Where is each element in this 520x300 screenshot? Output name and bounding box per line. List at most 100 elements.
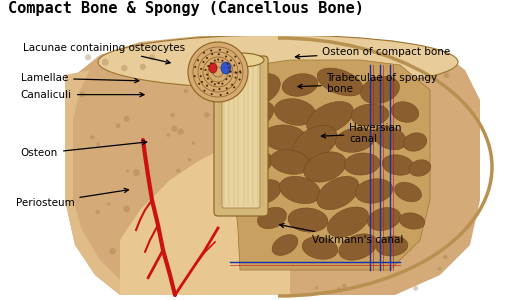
- Circle shape: [102, 59, 109, 66]
- Ellipse shape: [335, 128, 375, 152]
- Circle shape: [222, 60, 224, 62]
- Circle shape: [222, 82, 224, 85]
- Circle shape: [116, 123, 121, 128]
- Circle shape: [110, 248, 116, 254]
- Polygon shape: [120, 145, 290, 295]
- Ellipse shape: [293, 125, 337, 161]
- Text: Trabeculae of spongy
bone: Trabeculae of spongy bone: [298, 73, 438, 94]
- Ellipse shape: [238, 128, 272, 152]
- Text: Lacunae containing osteocytes: Lacunae containing osteocytes: [23, 43, 186, 64]
- Circle shape: [230, 71, 232, 73]
- Polygon shape: [65, 36, 480, 295]
- Circle shape: [218, 53, 220, 55]
- Circle shape: [211, 53, 213, 55]
- Ellipse shape: [98, 35, 458, 89]
- Circle shape: [166, 133, 170, 137]
- Circle shape: [225, 56, 227, 58]
- Circle shape: [95, 210, 100, 214]
- Circle shape: [240, 71, 242, 74]
- Circle shape: [233, 86, 235, 88]
- Ellipse shape: [399, 213, 425, 229]
- FancyBboxPatch shape: [214, 56, 268, 216]
- Ellipse shape: [218, 53, 264, 67]
- Ellipse shape: [382, 155, 414, 175]
- Circle shape: [274, 276, 278, 280]
- Circle shape: [226, 51, 228, 53]
- Circle shape: [203, 90, 205, 92]
- Ellipse shape: [395, 182, 422, 202]
- Circle shape: [90, 135, 95, 140]
- Text: Osteon of compact bone: Osteon of compact bone: [295, 47, 451, 59]
- Ellipse shape: [376, 236, 408, 256]
- Ellipse shape: [344, 153, 380, 175]
- Circle shape: [149, 54, 155, 60]
- Circle shape: [203, 163, 209, 168]
- Circle shape: [193, 75, 196, 77]
- Circle shape: [202, 262, 206, 266]
- Circle shape: [239, 79, 241, 80]
- Circle shape: [198, 83, 200, 85]
- Ellipse shape: [391, 102, 419, 122]
- Circle shape: [231, 84, 233, 86]
- Circle shape: [214, 83, 216, 85]
- Circle shape: [204, 112, 210, 118]
- Ellipse shape: [307, 101, 354, 134]
- Ellipse shape: [221, 62, 231, 74]
- Circle shape: [218, 88, 220, 90]
- Ellipse shape: [367, 208, 401, 230]
- Circle shape: [444, 73, 449, 78]
- Circle shape: [207, 78, 209, 80]
- Ellipse shape: [246, 102, 274, 128]
- Circle shape: [184, 89, 188, 93]
- Ellipse shape: [302, 237, 338, 259]
- Circle shape: [218, 53, 225, 60]
- Circle shape: [438, 267, 441, 271]
- Circle shape: [171, 113, 175, 118]
- Circle shape: [197, 59, 199, 61]
- Circle shape: [171, 264, 178, 271]
- Circle shape: [150, 278, 155, 283]
- Ellipse shape: [270, 150, 310, 174]
- Ellipse shape: [339, 234, 377, 260]
- Circle shape: [140, 64, 146, 70]
- Polygon shape: [232, 60, 430, 270]
- Circle shape: [202, 61, 204, 63]
- Circle shape: [121, 65, 127, 71]
- Ellipse shape: [373, 126, 407, 150]
- Circle shape: [218, 82, 219, 84]
- Ellipse shape: [249, 180, 281, 204]
- Ellipse shape: [244, 153, 272, 177]
- Circle shape: [211, 93, 213, 95]
- Circle shape: [342, 284, 347, 289]
- Circle shape: [177, 128, 184, 135]
- Circle shape: [206, 57, 208, 59]
- Circle shape: [235, 76, 237, 79]
- Text: Haversian
canal: Haversian canal: [321, 123, 402, 145]
- Circle shape: [107, 202, 111, 206]
- Circle shape: [226, 78, 227, 80]
- FancyBboxPatch shape: [222, 62, 260, 208]
- Circle shape: [188, 158, 191, 161]
- Circle shape: [226, 87, 228, 89]
- Circle shape: [167, 269, 171, 274]
- Ellipse shape: [409, 160, 431, 176]
- Circle shape: [206, 85, 208, 87]
- Ellipse shape: [327, 207, 369, 237]
- Polygon shape: [65, 70, 165, 295]
- Circle shape: [133, 169, 140, 176]
- Ellipse shape: [317, 176, 359, 210]
- Circle shape: [230, 59, 232, 61]
- Circle shape: [207, 273, 211, 277]
- Text: Canaliculi: Canaliculi: [21, 90, 144, 100]
- Ellipse shape: [360, 76, 399, 103]
- Circle shape: [463, 103, 467, 106]
- Ellipse shape: [282, 74, 318, 96]
- Ellipse shape: [263, 125, 307, 151]
- Circle shape: [226, 92, 228, 94]
- Circle shape: [245, 282, 249, 286]
- Circle shape: [207, 65, 209, 67]
- Circle shape: [138, 273, 144, 279]
- Circle shape: [210, 62, 212, 64]
- Ellipse shape: [403, 133, 427, 151]
- Circle shape: [200, 68, 202, 70]
